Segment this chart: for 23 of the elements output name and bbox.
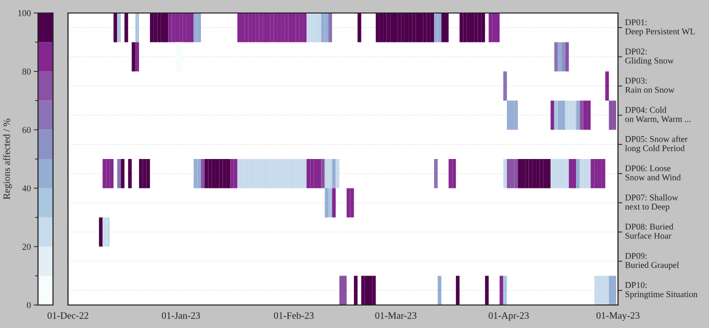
x-tick-label: 01-Jan-23: [162, 312, 200, 319]
y-tick-label: DP10: Springtime Situation: [625, 282, 698, 299]
x-tick-label: 01-Dec-22: [48, 312, 88, 319]
x-tick-label: 01-Feb-23: [274, 312, 314, 319]
x-tick-label: 01-May-23: [596, 312, 640, 321]
color-bar-label: 60: [22, 126, 31, 134]
y-tick-label: DP09: Buried Graupel: [625, 252, 679, 270]
color-bar-label: 20: [22, 244, 31, 250]
y-tick-label: DP08: Buried Surface Hoar: [625, 223, 674, 239]
y-tick-label: DP03: Rain on Snow: [625, 78, 674, 93]
x-tick-label: 01-Apr-23: [488, 312, 529, 321]
y-tick-label: DP04: Cold on Warm, Warm ...: [625, 106, 690, 124]
color-bar-title: Regions affected / %: [3, 118, 12, 200]
color-bar-label: 0: [26, 302, 31, 308]
y-tick-label: DP02: Gliding Snow: [625, 48, 674, 66]
color-bar-label: 80: [22, 68, 31, 75]
y-tick-label: DP01: Deep Persistent WL: [625, 19, 695, 36]
y-tick-label: DP07: Shallow next to Deep: [625, 194, 678, 212]
color-bar-label: 40: [22, 185, 31, 192]
x-tick-label: 01-Mar-23: [375, 312, 416, 319]
y-tick-label: DP06: Loose Snow and Wind: [625, 165, 681, 180]
y-tick-label: DP05: Snow after long Cold Period: [625, 136, 688, 153]
color-bar-label: 100: [18, 10, 31, 16]
